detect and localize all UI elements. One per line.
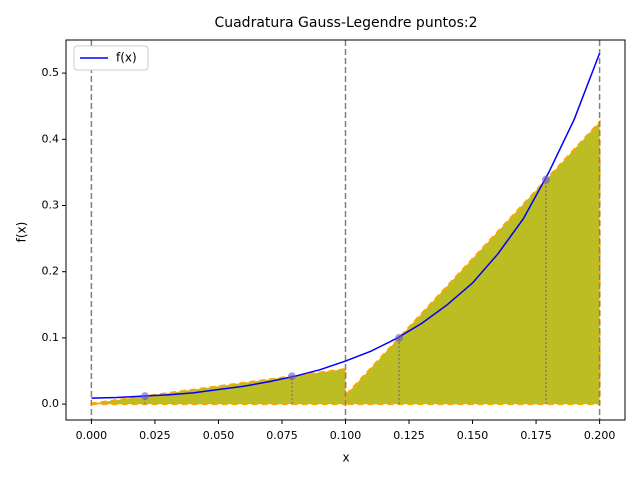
x-tick-label: 0.125 bbox=[393, 429, 425, 442]
y-tick-label: 0.3 bbox=[42, 199, 60, 212]
x-tick-label: 0.025 bbox=[139, 429, 171, 442]
x-tick-label: 0.175 bbox=[520, 429, 552, 442]
y-axis-label: f(x) bbox=[15, 222, 29, 243]
gauss-point bbox=[395, 333, 404, 342]
x-axis-label: x bbox=[342, 451, 349, 465]
x-tick-label: 0.000 bbox=[76, 429, 108, 442]
gauss-point bbox=[141, 392, 150, 401]
gauss-point bbox=[541, 175, 550, 184]
chart-title: Cuadratura Gauss-Legendre puntos:2 bbox=[214, 15, 477, 31]
y-tick-label: 0.0 bbox=[42, 397, 60, 410]
x-tick-label: 0.200 bbox=[584, 429, 616, 442]
y-tick-label: 0.4 bbox=[42, 132, 60, 145]
series-line bbox=[91, 52, 601, 399]
legend-label: f(x) bbox=[116, 51, 137, 65]
legend-box bbox=[73, 45, 149, 71]
y-tick-label: 0.1 bbox=[42, 331, 60, 344]
y-tick-label: 0.5 bbox=[42, 66, 60, 79]
y-tick-label: 0.2 bbox=[42, 265, 60, 278]
gauss-point bbox=[287, 372, 296, 381]
quadrature-area bbox=[90, 367, 347, 406]
x-tick-label: 0.075 bbox=[266, 429, 298, 442]
x-tick-label: 0.100 bbox=[330, 429, 362, 442]
x-tick-label: 0.050 bbox=[203, 429, 235, 442]
quadrature-area bbox=[344, 119, 601, 406]
x-tick-label: 0.150 bbox=[457, 429, 489, 442]
